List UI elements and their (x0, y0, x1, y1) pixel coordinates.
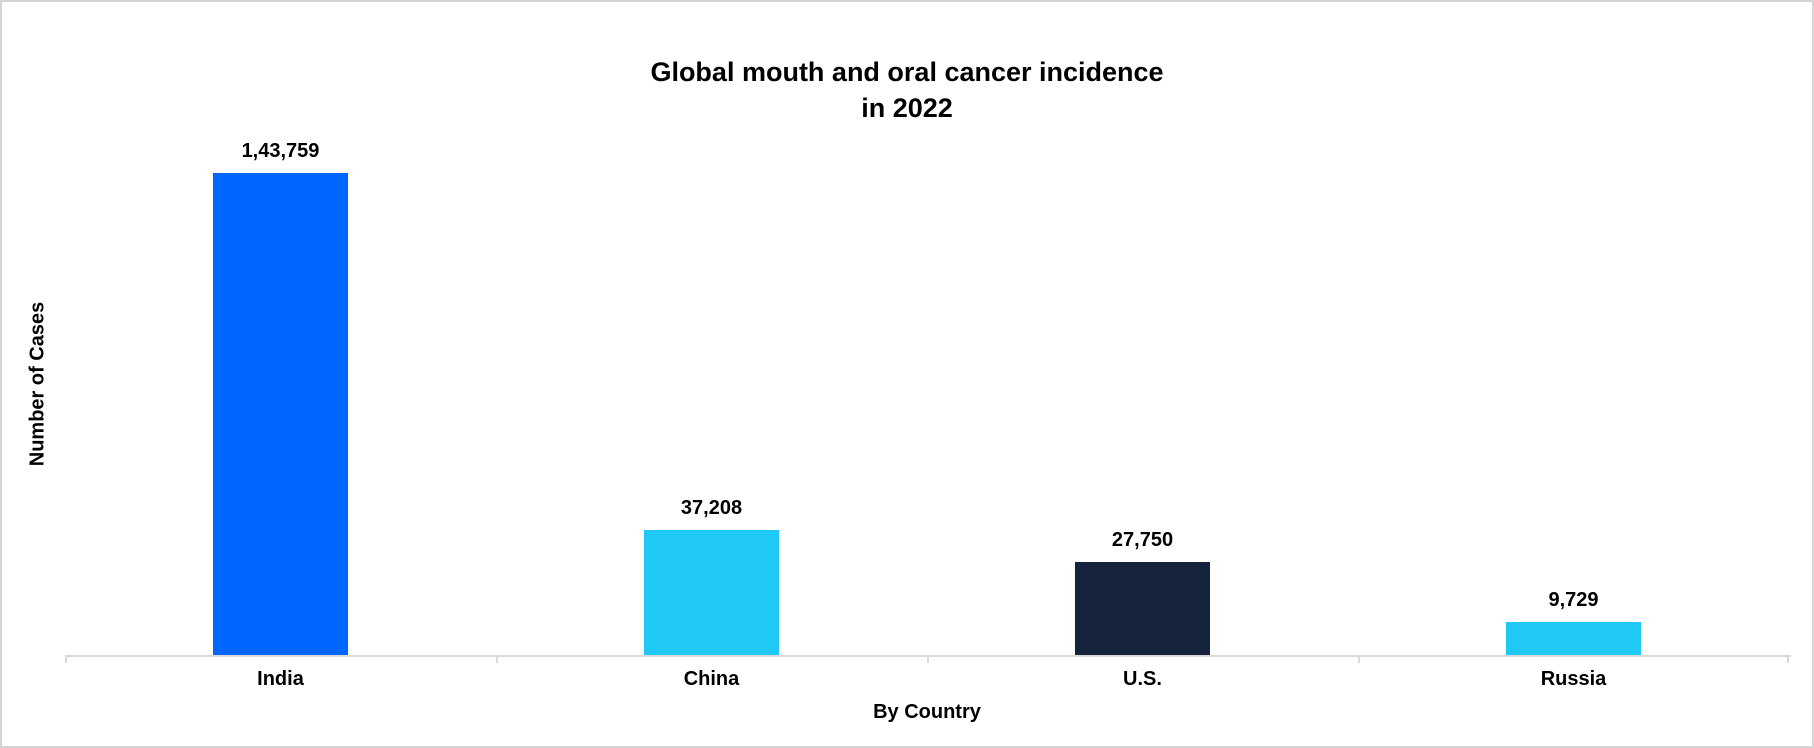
chart-title: Global mouth and oral cancer incidence i… (2, 54, 1812, 126)
value-label-china: 37,208 (680, 497, 743, 519)
category-cell-russia: 9,729 (1358, 2, 1789, 655)
category-cell-china: 37,208 (496, 2, 927, 655)
x-axis-title: By Country (873, 701, 981, 723)
plot-area: 1,43,759 37,208 27,750 9,729 (65, 2, 1789, 655)
value-label-us: 27,750 (1111, 529, 1174, 551)
bar-us (1075, 562, 1210, 655)
chart-title-line-2: in 2022 (861, 93, 953, 123)
chart-title-line-1: Global mouth and oral cancer incidence (650, 57, 1164, 87)
x-axis-line (65, 655, 1791, 657)
y-axis-title: Number of Cases (26, 301, 49, 467)
x-axis-tick (927, 657, 929, 663)
category-label-us: U.S. (1123, 668, 1162, 690)
category-label-china: China (683, 668, 740, 690)
x-axis-tick (1787, 657, 1789, 663)
bar-india (213, 173, 348, 655)
x-axis-tick (496, 657, 498, 663)
x-axis-tick (65, 657, 67, 663)
value-label-russia: 9,729 (1548, 589, 1599, 611)
x-axis-tick (1358, 657, 1360, 663)
value-label-india: 1,43,759 (241, 140, 320, 162)
x-axis-labels: India China U.S. Russia (65, 668, 1789, 694)
bar-china (644, 530, 779, 655)
bar-russia (1506, 622, 1641, 655)
category-label-india: India (257, 668, 304, 690)
category-cell-us: 27,750 (927, 2, 1358, 655)
category-cell-india: 1,43,759 (65, 2, 496, 655)
category-label-russia: Russia (1540, 668, 1607, 690)
